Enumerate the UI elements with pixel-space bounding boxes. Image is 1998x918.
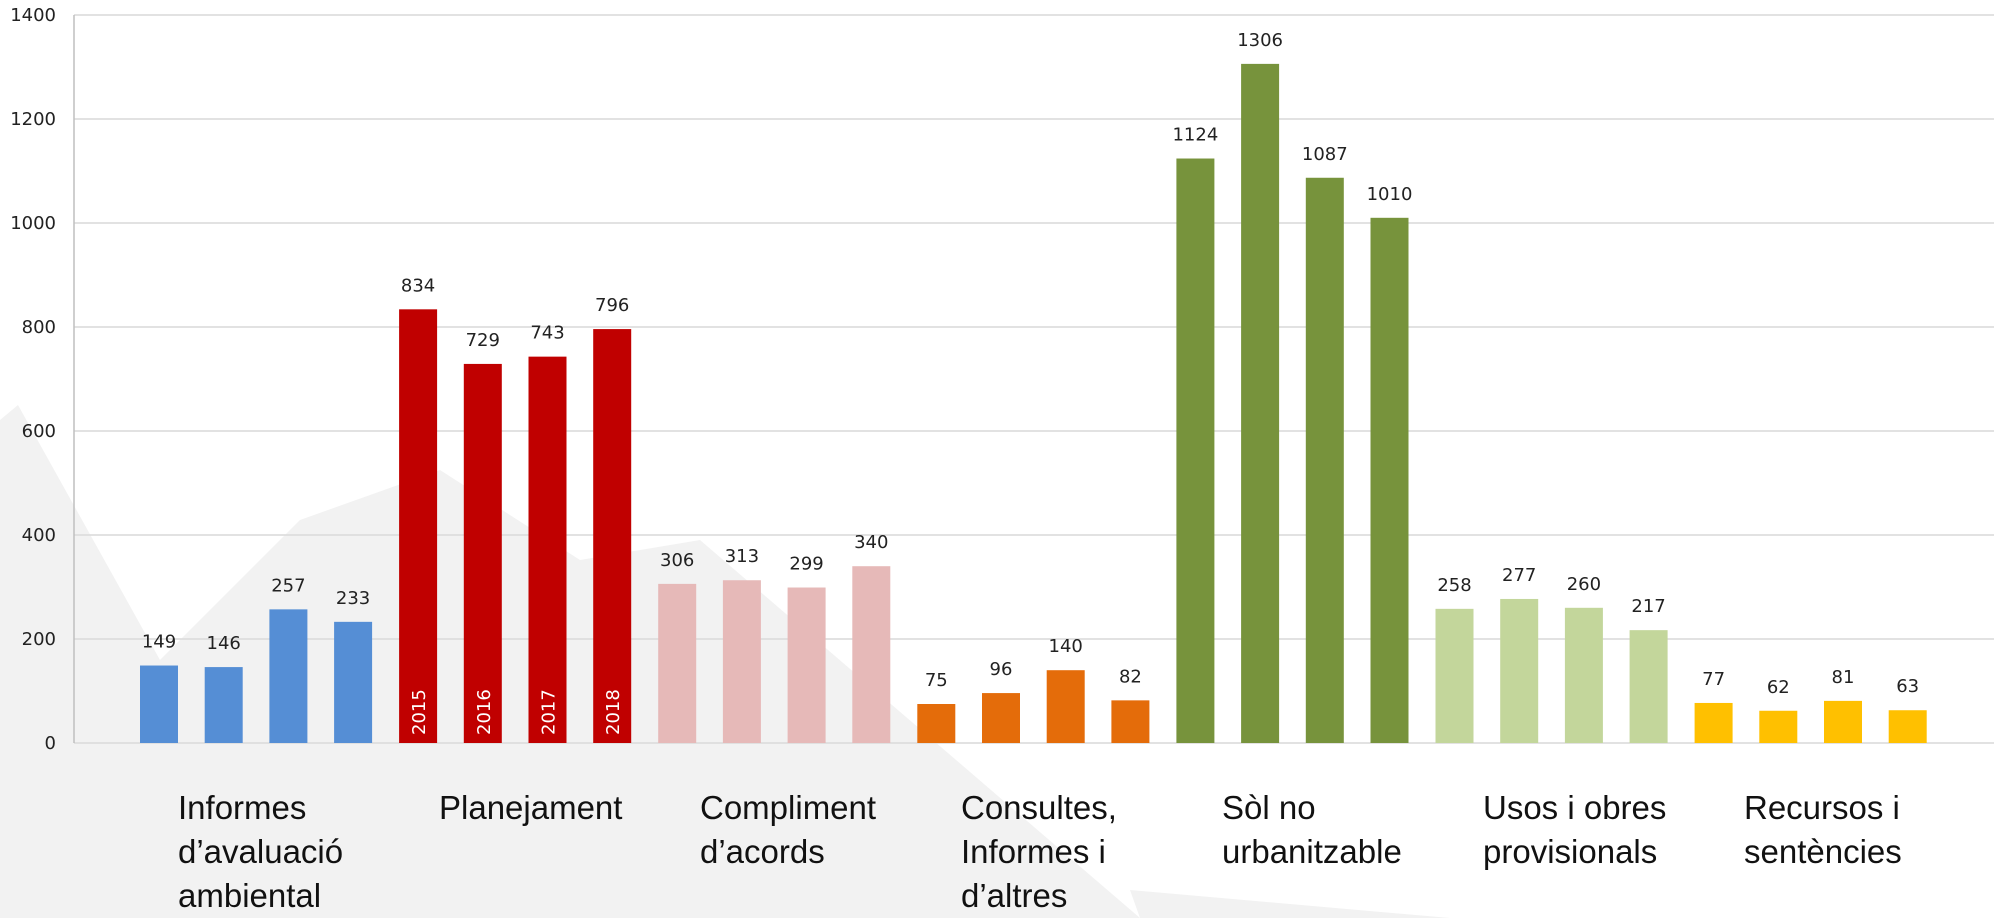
category-label: Usos i obres provisionals — [1483, 789, 1667, 870]
y-tick-label: 400 — [22, 525, 56, 546]
value-label: 257 — [271, 575, 305, 596]
value-label: 258 — [1437, 575, 1471, 596]
value-label: 299 — [789, 554, 823, 575]
bar — [463, 363, 502, 743]
series-label: 2015 — [409, 689, 430, 735]
value-label: 62 — [1767, 677, 1790, 698]
value-label: 75 — [925, 670, 948, 691]
value-label: 306 — [660, 550, 694, 571]
bar — [1370, 217, 1409, 744]
value-label: 217 — [1631, 596, 1665, 617]
value-label: 1087 — [1302, 144, 1348, 165]
value-label: 1010 — [1367, 184, 1413, 205]
bar — [399, 309, 438, 743]
y-tick-label: 0 — [45, 733, 56, 754]
y-tick-label: 200 — [22, 629, 56, 650]
value-label: 81 — [1832, 667, 1855, 688]
bar — [1046, 670, 1085, 743]
category-label: Compliment d’acords — [700, 789, 877, 870]
value-label: 743 — [530, 323, 564, 344]
bar — [528, 356, 567, 743]
category-label: Informes d’avaluació ambiental — [178, 789, 344, 914]
value-label: 82 — [1119, 666, 1142, 687]
bar — [1564, 607, 1603, 743]
bar — [1500, 598, 1539, 743]
bar — [1305, 177, 1344, 743]
bar — [722, 580, 761, 743]
value-label: 146 — [207, 633, 241, 654]
value-label: 233 — [336, 588, 370, 609]
bar — [1435, 608, 1474, 743]
series-label: 2016 — [474, 689, 495, 735]
bar — [1176, 158, 1215, 743]
bar — [204, 667, 243, 743]
value-label: 1124 — [1172, 125, 1218, 146]
bar — [593, 329, 632, 743]
bar — [787, 587, 826, 743]
category-label: Sòl no urbanitzable — [1222, 789, 1402, 870]
value-label: 796 — [595, 295, 629, 316]
value-label: 834 — [401, 275, 435, 296]
bar — [1759, 710, 1798, 743]
value-label: 729 — [466, 330, 500, 351]
y-tick-label: 1400 — [10, 5, 56, 26]
background-shape — [0, 405, 1140, 918]
y-tick-label: 1000 — [10, 213, 56, 234]
value-label: 277 — [1502, 565, 1536, 586]
series-label: 2018 — [603, 689, 624, 735]
category-label: Planejament — [439, 789, 623, 826]
value-label: 260 — [1567, 574, 1601, 595]
bar — [982, 693, 1020, 743]
value-label: 1306 — [1237, 30, 1283, 51]
bar — [917, 704, 956, 743]
bar — [852, 566, 891, 743]
y-tick-label: 800 — [22, 317, 56, 338]
bar — [1694, 702, 1733, 743]
category-label: Recursos i sentències — [1744, 789, 1902, 870]
value-label: 63 — [1896, 676, 1919, 697]
bar — [1824, 700, 1862, 743]
bar — [269, 609, 308, 743]
value-label: 77 — [1702, 669, 1725, 690]
category-label: Consultes, Informes i d’altres — [961, 789, 1117, 914]
bar — [1111, 700, 1150, 743]
value-label: 149 — [142, 632, 176, 653]
bar — [1241, 63, 1280, 743]
bar — [658, 583, 697, 743]
y-tick-label: 600 — [22, 421, 56, 442]
value-label: 340 — [854, 532, 888, 553]
bar — [1888, 710, 1927, 743]
background-shape — [1130, 890, 1450, 918]
value-label: 96 — [990, 659, 1013, 680]
bar — [140, 665, 178, 743]
series-label: 2017 — [539, 689, 560, 735]
y-tick-label: 1200 — [10, 109, 56, 130]
bar — [1629, 630, 1668, 743]
value-label: 313 — [725, 546, 759, 567]
bar — [334, 621, 373, 743]
value-label: 140 — [1049, 636, 1083, 657]
